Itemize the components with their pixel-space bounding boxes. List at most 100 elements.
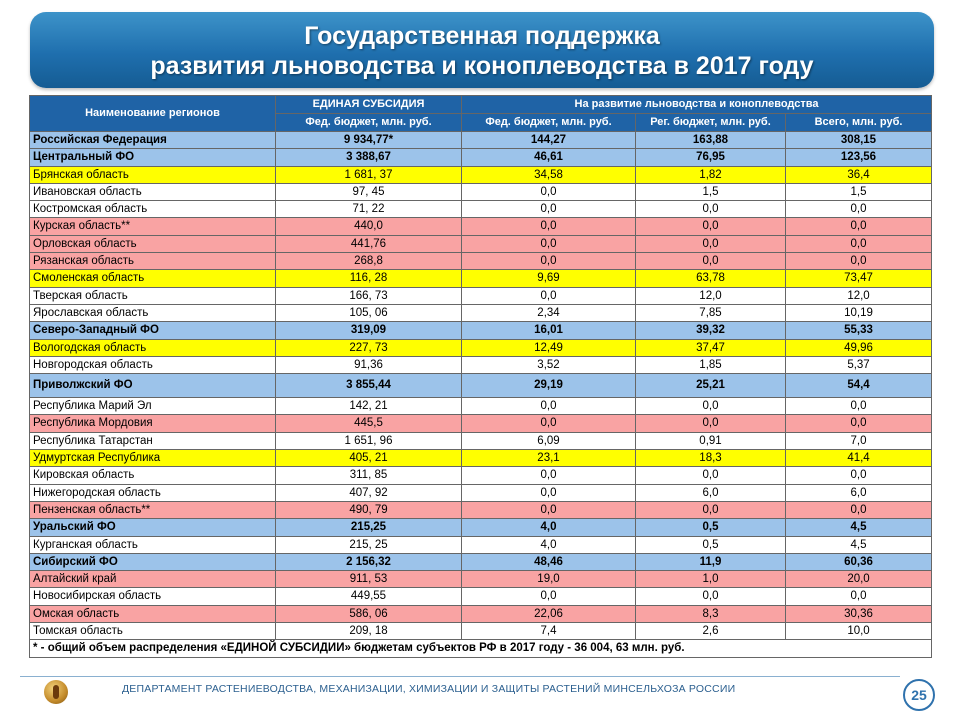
table-row: Приволжский ФО 3 855,44 29,19 25,21 54,4 xyxy=(29,373,933,399)
table-row: Центральный ФО 3 388,67 46,61 76,95 123,56 xyxy=(29,148,933,167)
subsidy-cell: 407, 92 xyxy=(275,483,462,502)
table-row: Ярославская область 105, 06 2,34 7,85 10,19 xyxy=(29,303,933,323)
table-row: Новгородская область 91,36 3,52 1,85 5,37 xyxy=(29,355,933,375)
table-row: Брянская область 1 681, 37 34,58 1,82 36,4 xyxy=(29,165,933,184)
reg-budget-cell: 0,0 xyxy=(635,397,786,416)
reg-budget-cell: 11,9 xyxy=(635,552,786,572)
table-row: Омская область 586, 06 22,06 8,3 30,36 xyxy=(29,604,933,624)
region-cell: Тверская область xyxy=(29,286,276,305)
table-row: Вологодская область 227, 73 12,49 37,47 49,9… xyxy=(29,338,933,357)
header-region: Наименование регионов xyxy=(29,95,276,132)
table-row: Удмуртская Республика 405, 21 23,1 18,3 41,4 xyxy=(29,449,933,468)
reg-budget-cell: 0,0 xyxy=(635,252,786,271)
table-row: Смоленская область 116, 28 9,69 63,78 73,47 xyxy=(29,269,933,288)
subsidy-cell: 116, 28 xyxy=(275,269,462,288)
region-cell: Республика Марий Эл xyxy=(29,397,276,416)
table-row: Республика Мордовия 445,5 0,0 0,0 0,0 xyxy=(29,414,933,433)
reg-budget-cell: 0,5 xyxy=(635,535,786,554)
fed-budget-cell: 0,0 xyxy=(461,217,636,236)
header-subsidy-top: ЕДИНАЯ СУБСИДИЯ xyxy=(275,95,462,114)
subsidy-cell: 3 855,44 xyxy=(275,373,462,399)
table-row: Томская область 209, 18 7,4 2,6 10,0 xyxy=(29,622,933,641)
region-cell: Алтайский край xyxy=(29,570,276,589)
fed-budget-cell: 0,0 xyxy=(461,397,636,416)
table-row: Костромская область 71, 22 0,0 0,0 0,0 xyxy=(29,200,933,219)
subsidy-cell: 311, 85 xyxy=(275,466,462,485)
reg-budget-cell: 2,6 xyxy=(635,622,786,641)
total-cell: 0,0 xyxy=(784,234,933,254)
fed-budget-cell: 0,0 xyxy=(461,414,636,433)
region-cell: Пензенская область** xyxy=(29,500,276,520)
region-cell: Сибирский ФО xyxy=(29,552,276,572)
reg-budget-cell: 0,0 xyxy=(635,414,786,433)
total-cell: 41,4 xyxy=(784,449,933,468)
table-row: Республика Татарстан 1 651, 96 6,09 0,91 7,0 xyxy=(29,431,933,451)
fed-budget-cell: 16,01 xyxy=(461,321,636,340)
subsidy-cell: 166, 73 xyxy=(275,286,462,305)
total-cell: 20,0 xyxy=(784,570,933,589)
region-cell: Уральский ФО xyxy=(29,518,276,537)
reg-budget-cell: 1,85 xyxy=(635,355,786,375)
fed-budget-cell: 46,61 xyxy=(461,148,636,167)
total-cell: 5,37 xyxy=(784,355,933,375)
subsidy-cell: 9 934,77* xyxy=(275,130,462,150)
region-cell: Удмуртская Республика xyxy=(29,449,276,468)
region-cell: Кировская область xyxy=(29,466,276,485)
total-cell: 0,0 xyxy=(784,200,933,219)
fed-budget-cell: 29,19 xyxy=(461,373,636,399)
total-cell: 0,0 xyxy=(784,414,933,433)
fed-budget-cell: 4,0 xyxy=(461,535,636,554)
subsidy-cell: 91,36 xyxy=(275,355,462,375)
fed-budget-cell: 48,46 xyxy=(461,552,636,572)
subsidy-cell: 911, 53 xyxy=(275,570,462,589)
fed-budget-cell: 2,34 xyxy=(461,303,636,323)
table-row: Тверская область 166, 73 0,0 12,0 12,0 xyxy=(29,286,933,305)
subsidy-cell: 97, 45 xyxy=(275,182,462,202)
region-cell: Северо-Западный ФО xyxy=(29,321,276,340)
header-subsidy-bottom: Фед. бюджет, млн. руб. xyxy=(275,113,462,132)
fed-budget-cell: 0,0 xyxy=(461,182,636,202)
total-cell: 0,0 xyxy=(784,397,933,416)
subsidy-cell: 445,5 xyxy=(275,414,462,433)
region-cell: Курская область** xyxy=(29,217,276,236)
reg-budget-cell: 8,3 xyxy=(635,604,786,624)
reg-budget-cell: 0,0 xyxy=(635,200,786,219)
fed-budget-cell: 0,0 xyxy=(461,200,636,219)
reg-budget-cell: 1,0 xyxy=(635,570,786,589)
total-cell: 60,36 xyxy=(784,552,933,572)
slide-title-line-2: развития льноводства и коноплеводства в … xyxy=(150,52,814,80)
fed-budget-cell: 144,27 xyxy=(461,130,636,150)
total-cell: 123,56 xyxy=(784,148,933,167)
fed-budget-cell: 12,49 xyxy=(461,338,636,357)
table-row: Пензенская область** 490, 79 0,0 0,0 0,0 xyxy=(29,500,933,520)
subsidy-cell: 215, 25 xyxy=(275,535,462,554)
subsidy-cell: 215,25 xyxy=(275,518,462,537)
table-row: Новосибирская область 449,55 0,0 0,0 0,0 xyxy=(29,587,933,606)
reg-budget-cell: 76,95 xyxy=(635,148,786,167)
subsidy-cell: 441,76 xyxy=(275,234,462,254)
total-cell: 4,5 xyxy=(784,518,933,537)
region-cell: Брянская область xyxy=(29,165,276,184)
reg-budget-cell: 163,88 xyxy=(635,130,786,150)
total-cell: 73,47 xyxy=(784,269,933,288)
region-cell: Ивановская область xyxy=(29,182,276,202)
reg-budget-cell: 0,0 xyxy=(635,500,786,520)
fed-budget-cell: 7,4 xyxy=(461,622,636,641)
subsidy-cell: 449,55 xyxy=(275,587,462,606)
total-cell: 10,19 xyxy=(784,303,933,323)
reg-budget-cell: 12,0 xyxy=(635,286,786,305)
total-cell: 30,36 xyxy=(784,604,933,624)
fed-budget-cell: 19,0 xyxy=(461,570,636,589)
region-cell: Костромская область xyxy=(29,200,276,219)
total-cell: 55,33 xyxy=(784,321,933,340)
subsidy-table: Наименование регионов ЕДИНАЯ СУБСИДИЯ На… xyxy=(28,95,933,658)
reg-budget-cell: 0,0 xyxy=(635,217,786,236)
region-cell: Республика Мордовия xyxy=(29,414,276,433)
table-row: Рязанская область 268,8 0,0 0,0 0,0 xyxy=(29,252,933,271)
total-cell: 0,0 xyxy=(784,252,933,271)
header-fed: Фед. бюджет, млн. руб. xyxy=(461,113,636,132)
reg-budget-cell: 0,0 xyxy=(635,587,786,606)
total-cell: 0,0 xyxy=(784,500,933,520)
table-row: Российская Федерация 9 934,77* 144,27 163,8… xyxy=(29,130,933,150)
total-cell: 0,0 xyxy=(784,466,933,485)
